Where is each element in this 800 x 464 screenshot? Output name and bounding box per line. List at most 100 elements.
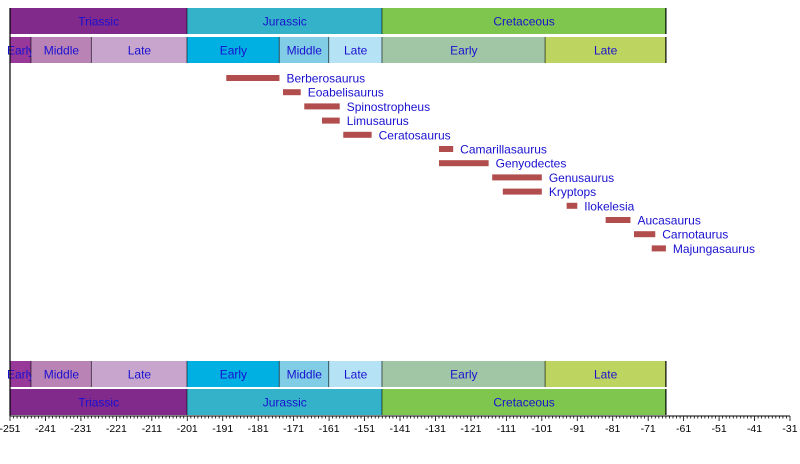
epoch-label: Middle <box>44 368 80 382</box>
taxon-bar <box>304 103 340 110</box>
epoch-rect <box>31 361 92 387</box>
taxon-label: Carnotaurus <box>662 228 728 242</box>
tick-label: -61 <box>676 423 691 435</box>
epoch-rect <box>279 37 330 63</box>
taxon-bar <box>283 89 301 96</box>
period-label: Jurassic <box>263 396 307 410</box>
epoch-rect <box>91 361 188 387</box>
epoch-rect <box>545 361 666 387</box>
tick-label: -131 <box>425 423 446 435</box>
top-period-band: Triassic Jurassic Cretaceous <box>10 8 667 34</box>
epoch-label: Early <box>7 368 34 382</box>
x-axis: -251 -241 -231 -221 -211 -201 -191 -181 -171 -161… <box>0 415 798 435</box>
epoch-rect <box>91 37 188 63</box>
tick-label: -141 <box>389 423 410 435</box>
tick-label: -81 <box>605 423 620 435</box>
tick-label: -211 <box>142 423 162 435</box>
epoch-label: Early <box>220 368 247 382</box>
epoch-label: Middle <box>44 44 80 58</box>
epoch-rect <box>329 361 383 387</box>
taxon-label: Limusaurus <box>347 114 409 128</box>
epoch-rect <box>279 361 330 387</box>
bottom-epoch-band: Early Middle Late Early Middle Late Early Late <box>7 361 667 387</box>
taxon-bar <box>605 217 631 223</box>
taxon-label: Spinostropheus <box>347 100 430 114</box>
bottom-period-band: Triassic Jurassic Cretaceous <box>10 389 667 415</box>
epoch-label: Late <box>344 368 368 382</box>
period-rect <box>382 8 666 34</box>
tick-label: -31 <box>782 423 797 435</box>
period-rect <box>187 389 383 415</box>
tick-label: -201 <box>177 423 198 435</box>
tick-label: -121 <box>460 423 481 435</box>
epoch-label: Early <box>450 44 477 58</box>
period-rect <box>187 8 383 34</box>
epoch-rect <box>329 37 383 63</box>
taxon-label: Camarillasaurus <box>460 143 547 157</box>
taxon-label: Eoabelisaurus <box>308 86 384 100</box>
tick-label: -191 <box>212 423 233 435</box>
tick-label: -151 <box>354 423 375 435</box>
epoch-rect <box>382 361 546 387</box>
epoch-label: Late <box>128 44 152 58</box>
taxon-bar <box>439 160 489 167</box>
tick-label: -161 <box>319 423 340 435</box>
epoch-rect <box>10 361 32 387</box>
taxon-bar <box>226 75 280 81</box>
taxon-bar <box>322 117 340 124</box>
taxon-bar <box>634 231 656 238</box>
taxon-bar <box>492 174 542 181</box>
taxon-label: Majungasaurus <box>673 242 755 256</box>
taxon-label: Aucasaurus <box>637 214 700 228</box>
tick-label: -171 <box>283 423 304 435</box>
taxon-label: Kryptops <box>549 185 596 199</box>
tick-label: -41 <box>747 423 762 435</box>
epoch-rect <box>382 37 546 63</box>
epoch-rect <box>545 37 666 63</box>
taxon-label: Berberosaurus <box>286 72 365 86</box>
period-label: Triassic <box>78 396 119 410</box>
taxon-bar <box>439 146 454 152</box>
tick-label: -181 <box>248 423 269 435</box>
epoch-label: Late <box>594 368 618 382</box>
period-label: Cretaceous <box>493 15 554 29</box>
taxon-bar <box>566 202 578 209</box>
tick-label: -251 <box>0 423 21 435</box>
period-rect <box>382 389 666 415</box>
epoch-label: Middle <box>287 368 323 382</box>
period-label: Jurassic <box>263 15 307 29</box>
tick-label: -71 <box>641 423 656 435</box>
period-label: Cretaceous <box>493 396 554 410</box>
taxon-label: Ceratosaurus <box>379 128 451 142</box>
tick-label: -51 <box>711 423 726 435</box>
tick-label: -231 <box>70 423 91 435</box>
taxon-label: Genusaurus <box>549 171 614 185</box>
epoch-label: Early <box>220 44 247 58</box>
tick-label: -221 <box>106 423 127 435</box>
epoch-label: Middle <box>287 44 323 58</box>
tick-label: -241 <box>35 423 56 435</box>
taxon-bar <box>502 188 542 195</box>
epoch-label: Late <box>344 44 368 58</box>
period-label: Triassic <box>78 15 119 29</box>
epoch-label: Early <box>7 44 34 58</box>
epoch-label: Late <box>128 368 152 382</box>
epoch-rect <box>31 37 92 63</box>
epoch-rect <box>187 37 280 63</box>
taxon-bar <box>343 131 372 138</box>
taxon-bar <box>651 245 666 252</box>
period-rect <box>10 8 188 34</box>
taxon-label: Genyodectes <box>496 157 567 171</box>
period-rect <box>10 389 188 415</box>
epoch-rect <box>10 37 32 63</box>
epoch-rect <box>187 361 280 387</box>
taxon-bars: BerberosaurusEoabelisaurusSpinostropheus… <box>226 72 755 256</box>
epoch-label: Early <box>450 368 477 382</box>
tick-label: -111 <box>497 423 517 435</box>
epoch-label: Late <box>594 44 618 58</box>
tick-label: -91 <box>570 423 585 435</box>
tick-label: -101 <box>531 423 552 435</box>
top-epoch-band: Early Middle Late Early Middle Late Early Late <box>7 37 667 63</box>
taxon-label: Ilokelesia <box>584 199 634 213</box>
